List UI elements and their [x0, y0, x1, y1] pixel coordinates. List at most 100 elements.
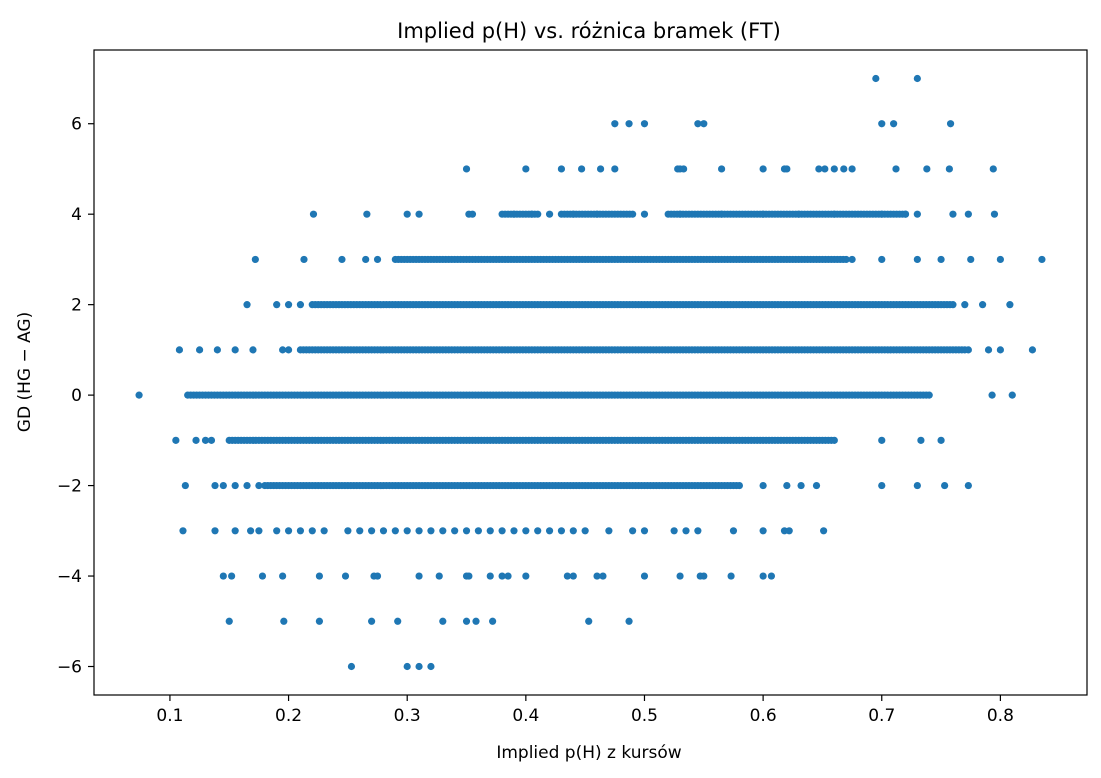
data-point: [984, 346, 993, 354]
data-point: [569, 527, 577, 535]
data-point: [179, 527, 187, 535]
data-point: [979, 301, 987, 309]
data-point: [830, 165, 838, 173]
data-point: [504, 572, 512, 580]
data-point: [403, 662, 411, 671]
data-point: [296, 301, 305, 309]
data-point: [391, 527, 399, 535]
data-point: [249, 346, 257, 354]
data-point: [913, 210, 921, 218]
data-point: [300, 255, 308, 264]
data-point: [767, 572, 776, 580]
y-tick-label: 0: [71, 386, 82, 406]
data-point: [988, 391, 996, 399]
data-point: [848, 165, 856, 173]
data-point: [759, 527, 767, 535]
data-point: [676, 572, 684, 580]
data-point: [629, 527, 637, 535]
data-point: [344, 527, 352, 535]
data-point: [937, 255, 945, 264]
plot-frame: [93, 49, 1088, 696]
data-point: [273, 527, 281, 535]
x-tick-label: 0.4: [512, 706, 539, 726]
data-point: [474, 527, 482, 535]
data-point: [279, 572, 287, 580]
data-point: [917, 436, 925, 444]
data-point: [557, 527, 566, 535]
data-point: [812, 481, 821, 490]
data-point: [192, 436, 200, 444]
data-point: [522, 165, 530, 173]
data-point: [821, 165, 829, 173]
data-point: [945, 165, 953, 173]
data-point: [231, 527, 239, 535]
data-point: [195, 346, 204, 354]
data-point: [243, 481, 251, 490]
data-point: [989, 165, 997, 173]
data-point: [961, 301, 969, 309]
data-point: [925, 391, 933, 399]
data-point: [280, 617, 288, 625]
data-point: [913, 255, 921, 264]
data-point: [211, 481, 219, 490]
data-point: [967, 255, 975, 264]
x-axis-label: Implied p(H) z kursów: [496, 743, 681, 763]
y-axis-label: GD (HG − AG): [15, 312, 35, 432]
data-point: [872, 74, 880, 83]
data-point: [700, 572, 708, 580]
data-point: [489, 617, 497, 625]
data-point: [468, 210, 477, 218]
data-point: [465, 572, 473, 580]
x-tick-label: 0.3: [394, 706, 421, 726]
data-point: [255, 481, 263, 490]
data-point: [727, 572, 735, 580]
data-point: [439, 527, 447, 535]
data-point: [729, 527, 738, 535]
data-point: [611, 165, 619, 173]
data-point: [596, 165, 605, 173]
x-tick-label: 0.6: [750, 706, 777, 726]
data-point: [135, 391, 143, 399]
data-point: [946, 120, 955, 128]
data-point: [172, 436, 180, 444]
data-point: [848, 255, 856, 264]
data-point: [640, 120, 649, 128]
data-point: [990, 210, 999, 218]
data-point: [296, 527, 305, 535]
data-point: [1008, 391, 1016, 399]
data-point: [629, 210, 637, 218]
data-point: [694, 527, 702, 535]
data-point: [815, 165, 823, 173]
data-point: [225, 617, 233, 625]
y-tick-label: 4: [71, 205, 82, 225]
data-point: [231, 346, 239, 354]
data-point: [759, 165, 767, 173]
data-point: [213, 346, 221, 354]
data-point: [219, 572, 227, 580]
data-point: [415, 662, 423, 671]
data-point: [545, 210, 554, 218]
data-point: [338, 255, 346, 264]
data-point: [878, 481, 886, 490]
data-point: [341, 572, 350, 580]
data-point: [368, 617, 376, 625]
data-point: [563, 572, 571, 580]
data-point: [308, 527, 316, 535]
data-point: [373, 572, 382, 580]
data-point: [1028, 346, 1037, 354]
data-point: [439, 617, 447, 625]
data-point: [759, 572, 767, 580]
data-point: [279, 346, 287, 354]
data-point: [585, 617, 593, 625]
data-point: [878, 255, 886, 264]
data-point: [625, 617, 633, 625]
data-point: [545, 527, 554, 535]
data-point: [522, 572, 530, 580]
data-point: [228, 572, 236, 580]
data-point: [949, 210, 957, 218]
data-point: [1038, 255, 1046, 264]
data-point: [735, 481, 743, 490]
x-tick-label: 0.7: [868, 706, 895, 726]
